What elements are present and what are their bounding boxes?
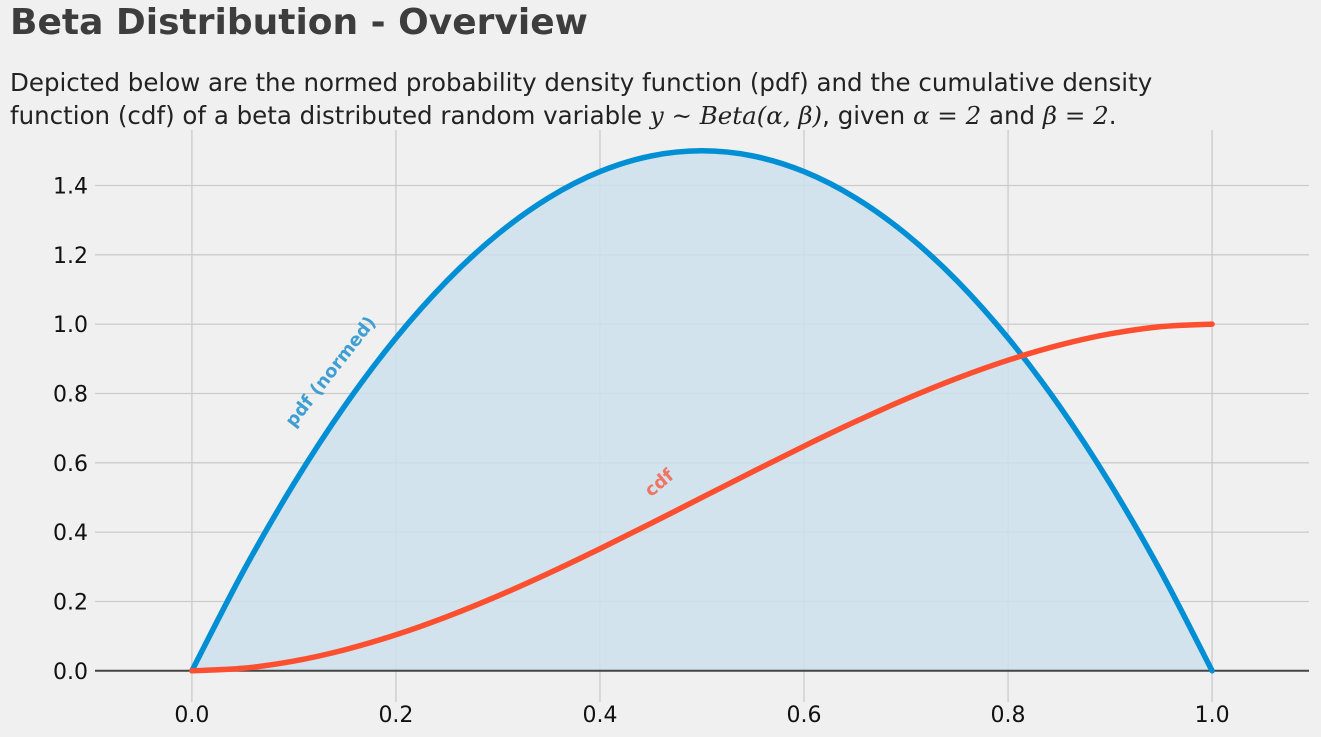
subtitle-math-beta: β = 2: [1042, 101, 1109, 130]
y-tick-label: 1.4: [53, 174, 88, 199]
pdf-line: [189, 148, 1215, 674]
x-tick-label: 0.4: [582, 703, 617, 728]
y-tick-label: 0.8: [53, 382, 88, 407]
subtitle-line2b: , given: [822, 101, 913, 130]
pdf-area-fill: [191, 150, 1213, 671]
x-tick-label: 0.6: [787, 703, 822, 728]
x-tick-label: 1.0: [1195, 703, 1230, 728]
subtitle-math-distribution: y ~ Beta(α, β): [649, 101, 823, 130]
x-tick-label: 0.2: [378, 703, 413, 728]
subtitle-line2d: .: [1108, 101, 1117, 130]
subtitle-line1: Depicted below are the normed probabilit…: [10, 68, 1153, 97]
chart-title: Beta Distribution - Overview: [10, 2, 588, 43]
y-tick-label: 0.0: [53, 660, 88, 685]
x-tick-labels: 0.0 0.2 0.4 0.6 0.8 1.0: [174, 703, 1229, 728]
area-fills: [191, 150, 1213, 671]
y-tick-label: 0.4: [53, 521, 88, 546]
y-tick-label: 0.2: [53, 590, 88, 615]
cdf-line: [189, 321, 1215, 674]
subtitle-line2a: function (cdf) of a beta distributed ran…: [10, 101, 650, 130]
y-tick-label: 1.2: [53, 244, 88, 269]
subtitle-line2c: and: [981, 101, 1043, 130]
chart-subtitle: Depicted below are the normed probabilit…: [10, 66, 1152, 132]
y-tick-label: 0.6: [53, 452, 88, 477]
subtitle-math-alpha: α = 2: [912, 101, 982, 130]
series-lines: [189, 148, 1215, 674]
x-tick-label: 0.0: [174, 703, 209, 728]
y-tick-labels: 0.0 0.2 0.4 0.6 0.8 1.0 1.2 1.4: [53, 174, 88, 684]
x-tick-label: 0.8: [991, 703, 1026, 728]
y-tick-label: 1.0: [53, 313, 88, 338]
